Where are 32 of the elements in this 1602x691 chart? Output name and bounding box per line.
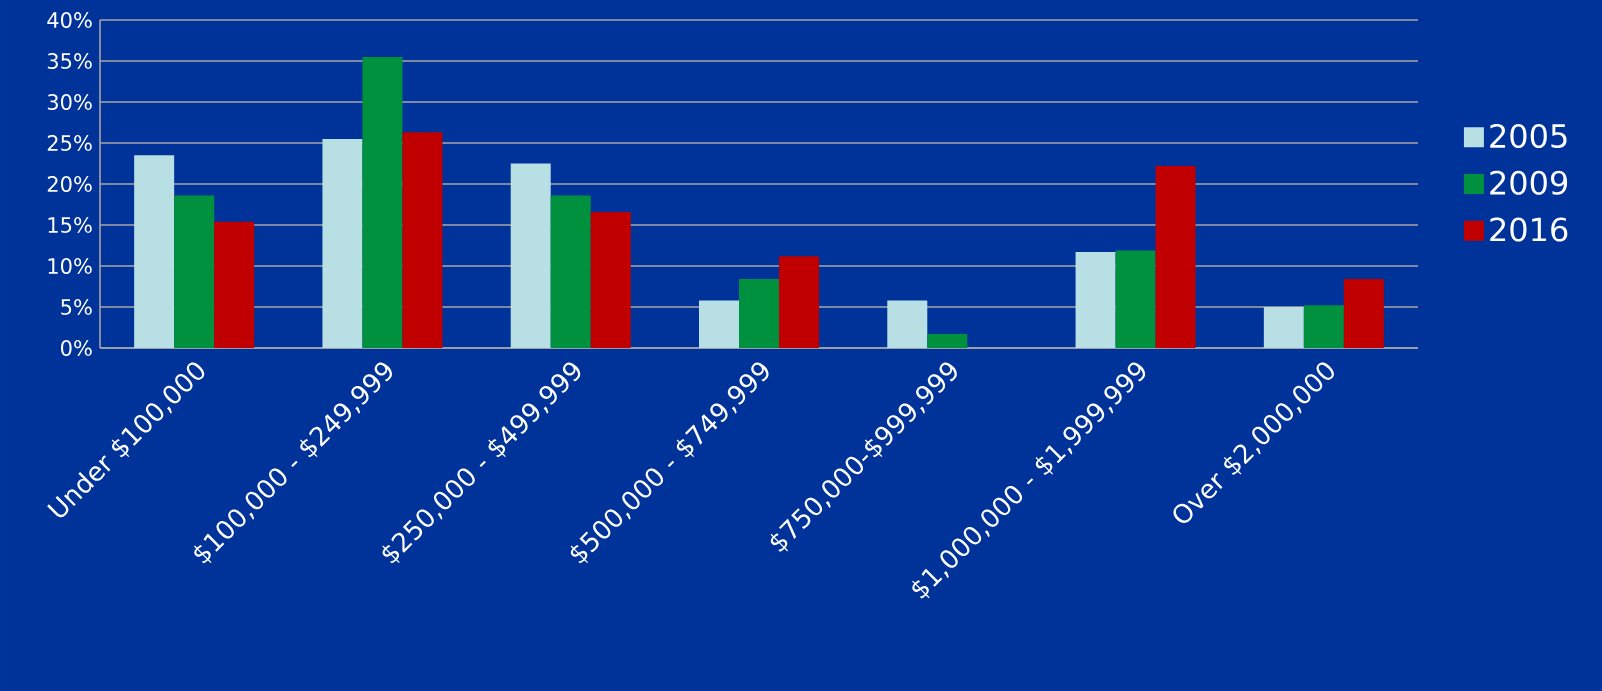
bar [1075,252,1116,348]
bar [362,56,403,348]
bar [1263,306,1304,348]
bar [739,279,779,348]
y-tick-label: 30% [47,94,92,110]
legend-label: 2016 [1490,217,1568,242]
bar [510,163,551,348]
y-tick-label: 35% [47,53,92,69]
y-tick-label: 10% [48,258,92,274]
bar [1303,305,1344,348]
y-tick-label: 25% [47,135,92,151]
bar [590,211,631,348]
bar [550,195,591,348]
y-tick-label: 40% [47,12,92,28]
bar [174,195,215,348]
bar [927,334,968,348]
bar [699,300,739,348]
y-tick-label: 0% [61,340,92,356]
bar [779,256,819,348]
y-tick-label: 15% [48,217,92,233]
bar [402,132,443,348]
bar [1115,250,1156,348]
y-tick-label: 5% [61,299,92,315]
bar [322,138,363,348]
y-tick-label: 20% [47,176,92,192]
bar [1343,279,1384,348]
bar [887,300,928,348]
bar [134,155,175,348]
bar [1155,165,1196,348]
legend-label: 2009 [1490,170,1568,195]
bar [214,221,255,348]
legend-label: 2005 [1490,123,1567,149]
